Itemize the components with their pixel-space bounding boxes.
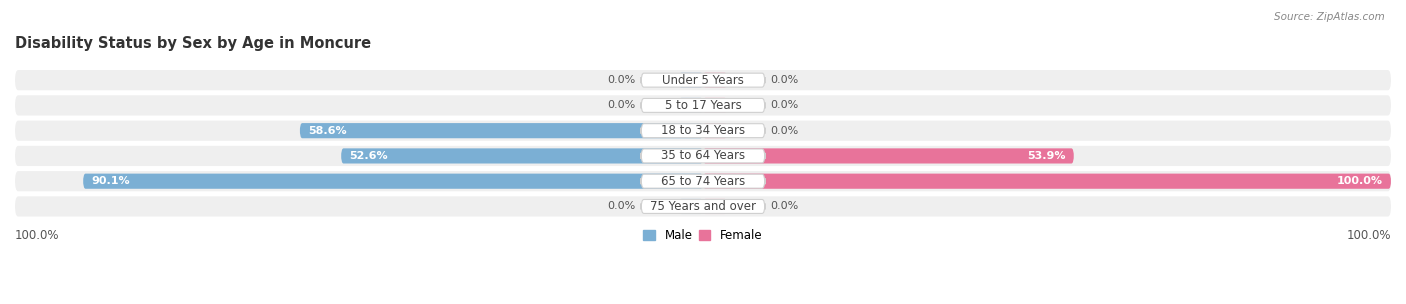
Text: 18 to 34 Years: 18 to 34 Years (661, 124, 745, 137)
Text: 75 Years and over: 75 Years and over (650, 200, 756, 213)
Text: 0.0%: 0.0% (770, 100, 799, 110)
FancyBboxPatch shape (342, 148, 703, 164)
Text: 52.6%: 52.6% (349, 151, 388, 161)
Text: Under 5 Years: Under 5 Years (662, 74, 744, 87)
Text: 0.0%: 0.0% (607, 100, 636, 110)
FancyBboxPatch shape (15, 146, 1391, 166)
FancyBboxPatch shape (679, 98, 703, 113)
FancyBboxPatch shape (641, 174, 765, 188)
Text: 100.0%: 100.0% (15, 229, 59, 242)
Text: 0.0%: 0.0% (607, 202, 636, 212)
FancyBboxPatch shape (641, 73, 765, 87)
FancyBboxPatch shape (703, 123, 727, 138)
FancyBboxPatch shape (703, 199, 727, 214)
FancyBboxPatch shape (703, 174, 1391, 189)
FancyBboxPatch shape (641, 149, 765, 163)
FancyBboxPatch shape (703, 73, 727, 88)
FancyBboxPatch shape (641, 124, 765, 138)
Legend: Male, Female: Male, Female (638, 224, 768, 247)
FancyBboxPatch shape (15, 95, 1391, 116)
Text: 0.0%: 0.0% (607, 75, 636, 85)
FancyBboxPatch shape (679, 199, 703, 214)
Text: Disability Status by Sex by Age in Moncure: Disability Status by Sex by Age in Moncu… (15, 36, 371, 51)
FancyBboxPatch shape (15, 121, 1391, 141)
FancyBboxPatch shape (299, 123, 703, 138)
FancyBboxPatch shape (15, 171, 1391, 191)
Text: 35 to 64 Years: 35 to 64 Years (661, 150, 745, 162)
FancyBboxPatch shape (703, 148, 1074, 164)
Text: Source: ZipAtlas.com: Source: ZipAtlas.com (1274, 12, 1385, 22)
Text: 90.1%: 90.1% (91, 176, 129, 186)
Text: 53.9%: 53.9% (1026, 151, 1066, 161)
Text: 5 to 17 Years: 5 to 17 Years (665, 99, 741, 112)
Text: 100.0%: 100.0% (1347, 229, 1391, 242)
Text: 100.0%: 100.0% (1337, 176, 1382, 186)
Text: 0.0%: 0.0% (770, 202, 799, 212)
Text: 0.0%: 0.0% (770, 75, 799, 85)
FancyBboxPatch shape (641, 199, 765, 213)
FancyBboxPatch shape (83, 174, 703, 189)
Text: 58.6%: 58.6% (308, 126, 347, 136)
FancyBboxPatch shape (703, 98, 727, 113)
FancyBboxPatch shape (15, 196, 1391, 216)
Text: 0.0%: 0.0% (770, 126, 799, 136)
Text: 65 to 74 Years: 65 to 74 Years (661, 175, 745, 188)
FancyBboxPatch shape (15, 70, 1391, 90)
FancyBboxPatch shape (641, 98, 765, 112)
FancyBboxPatch shape (679, 73, 703, 88)
